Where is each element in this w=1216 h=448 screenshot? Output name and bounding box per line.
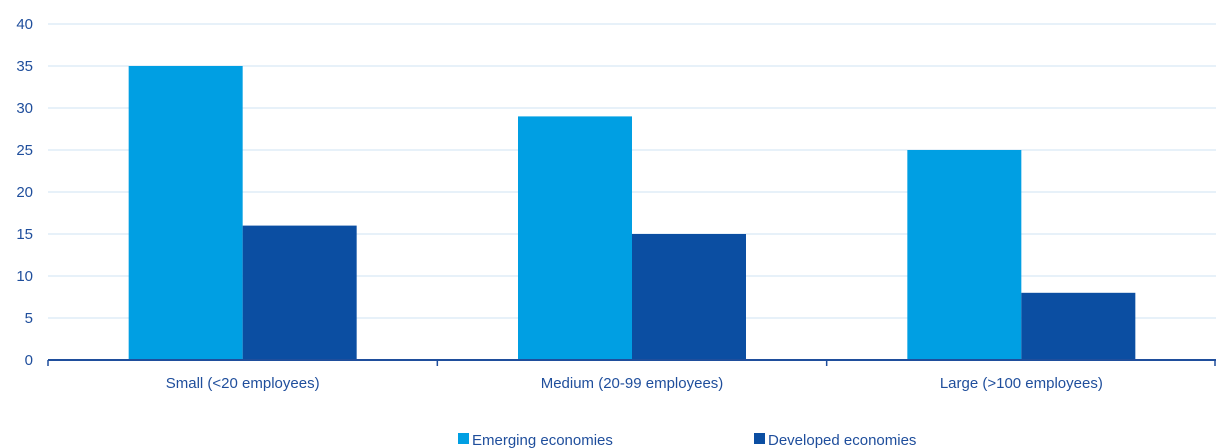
bar-developed-economies-2 [1021, 292, 1136, 360]
legend-label: Developed economies [768, 432, 916, 448]
bar-emerging-economies-1 [518, 116, 632, 361]
x-category-label: Small (<20 employees) [166, 375, 320, 392]
y-tick-label: 25 [16, 142, 33, 159]
y-tick-label: 0 [25, 352, 33, 369]
y-axis-ticks: 0 5 10 15 20 25 30 35 40 [16, 16, 33, 369]
y-tick-label: 40 [16, 16, 33, 33]
y-tick-label: 30 [16, 100, 33, 117]
bar-emerging-economies-2 [907, 150, 1022, 360]
bar-emerging-economies-0 [128, 66, 243, 360]
legend-label: Emerging economies [472, 432, 613, 448]
y-tick-label: 35 [16, 58, 33, 75]
bar-developed-economies-0 [242, 225, 357, 360]
legend-swatch [458, 433, 469, 444]
y-tick-label: 10 [16, 268, 33, 285]
bars [128, 66, 1136, 361]
x-axis [47, 359, 1216, 366]
x-category-label: Large (>100 employees) [940, 375, 1103, 392]
y-tick-label: 15 [16, 226, 33, 243]
legend-swatch [754, 433, 765, 444]
bar-developed-economies-1 [632, 234, 746, 360]
x-category-label: Medium (20-99 employees) [541, 375, 724, 392]
x-axis-labels: Small (<20 employees) Medium (20-99 emplo… [166, 375, 1103, 392]
legend: Emerging economies Developed economies [458, 432, 916, 448]
y-tick-label: 20 [16, 184, 33, 201]
y-tick-label: 5 [25, 310, 33, 327]
